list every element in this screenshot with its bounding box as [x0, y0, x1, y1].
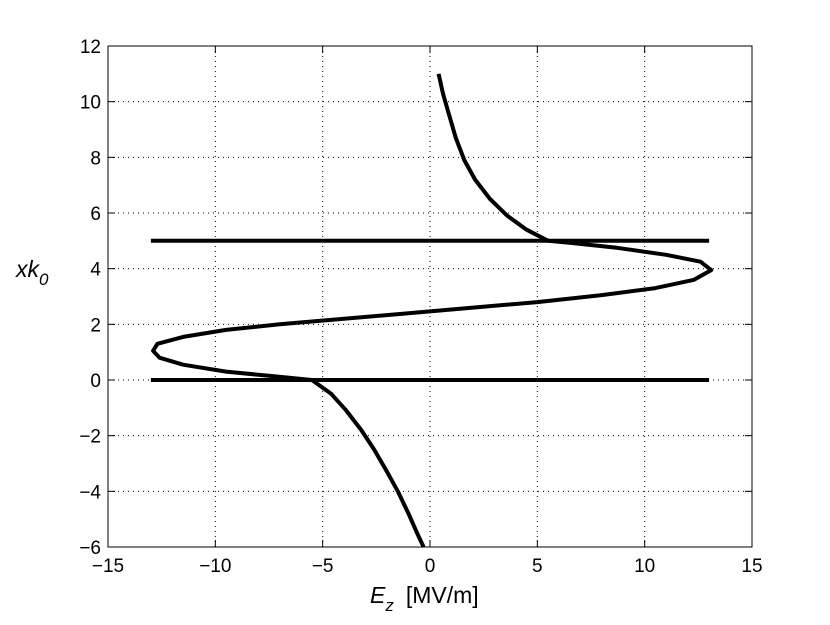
tick-labels: −15 −10 −5 0 5 10 15 −6 −4 −2 0 2 4 6 8 10 12 — [79, 37, 762, 577]
y-tick-label: 0 — [90, 371, 101, 392]
x-tick-label: 0 — [425, 556, 436, 577]
y-tick-label: 12 — [80, 37, 101, 58]
x-axis-label: Ez [MV/m] — [370, 582, 479, 615]
x-tick-label: −15 — [92, 556, 124, 577]
y-axis-label-sub: 0 — [39, 270, 49, 289]
x-axis-label-main: E — [370, 582, 386, 608]
y-tick-label: −4 — [79, 482, 101, 503]
y-tick-label: −6 — [79, 538, 101, 559]
x-tick-label: 15 — [741, 556, 762, 577]
x-tick-label: −10 — [199, 556, 231, 577]
y-tick-label: 4 — [90, 260, 101, 281]
y-tick-label: 10 — [80, 93, 101, 114]
y-axis-label-main: xk — [15, 256, 41, 282]
y-tick-label: 8 — [90, 148, 101, 169]
x-tick-label: −5 — [312, 556, 334, 577]
y-tick-label: 2 — [90, 315, 101, 336]
series-line-0 — [151, 73, 714, 548]
y-axis-label: xk0 — [15, 256, 49, 289]
x-axis-label-unit: [MV/m] — [406, 582, 479, 608]
y-tick-label: 6 — [90, 204, 101, 225]
x-tick-label: 10 — [634, 556, 655, 577]
x-tick-label: 5 — [532, 556, 543, 577]
y-tick-label: −2 — [79, 427, 101, 448]
ticks — [107, 45, 753, 548]
x-axis-label-sub: z — [384, 596, 394, 615]
series-layer — [150, 73, 714, 548]
